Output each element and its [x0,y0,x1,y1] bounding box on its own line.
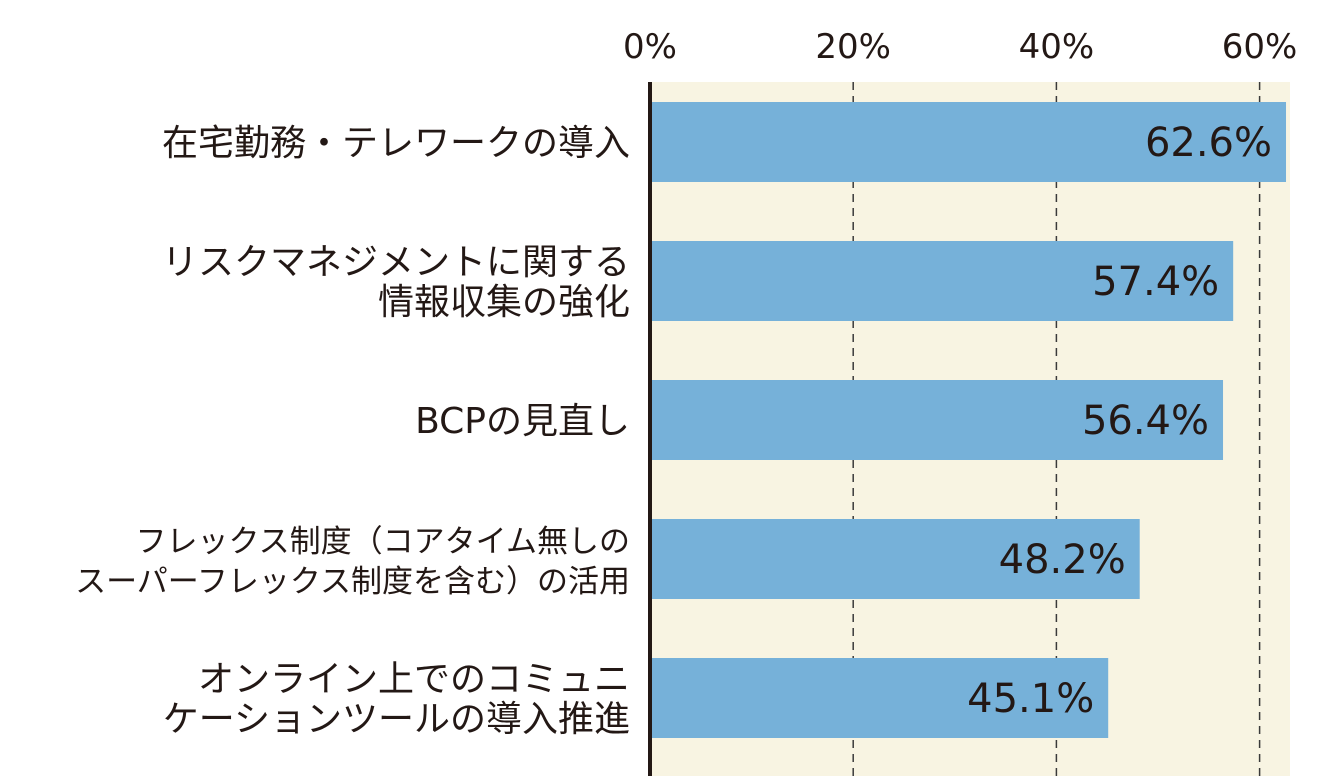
bar-2 [650,241,1234,321]
tick-label-60: 60% [1222,27,1298,67]
value-labels: 62.6% 57.4% 56.4% 48.2% 45.1% [967,120,1272,722]
category-label-4-line-1: フレックス制度（コアタイム無しの [136,524,630,560]
category-label-1-line-1: 在宅勤務・テレワークの導入 [162,123,630,164]
category-label-4-line-2: スーパーフレックス制度を含む）の活用 [75,564,630,600]
tick-label-0: 0% [623,27,677,67]
value-label-3: 56.4% [1082,398,1209,444]
value-label-2: 57.4% [1092,259,1219,305]
bar-1 [650,102,1287,182]
value-label-4: 48.2% [999,537,1126,583]
value-label-1: 62.6% [1145,120,1272,166]
tick-labels: 0% 20% 40% 60% [623,27,1297,67]
bar-3 [650,380,1224,460]
bar-4 [650,519,1140,599]
bars [650,102,1287,738]
category-label-5-line-2: ケーションツールの導入推進 [163,699,630,740]
bar-5 [650,658,1109,738]
category-label-5-line-1: オンライン上でのコミュニ [198,659,630,700]
category-label-2-line-2: 情報収集の強化 [378,282,630,323]
category-label-3-line-1: BCPの見直し [415,401,630,442]
tick-label-20: 20% [815,27,891,67]
category-label-2-line-1: リスクマネジメントに関する [162,242,630,283]
value-label-5: 45.1% [967,676,1094,722]
tick-label-40: 40% [1019,27,1095,67]
